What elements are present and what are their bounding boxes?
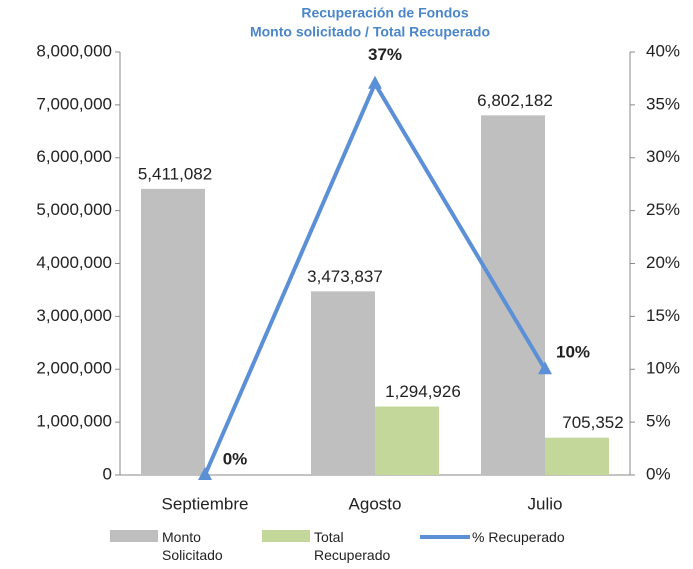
y-tick-label: 7,000,000 — [36, 94, 112, 113]
y-tick-label: 4,000,000 — [36, 253, 112, 272]
data-label: 3,473,837 — [307, 267, 383, 286]
legend-label: % Recuperado — [472, 529, 565, 545]
legend-label: Monto Solicitado — [162, 529, 223, 563]
bar — [311, 291, 375, 475]
legend-swatch — [262, 530, 310, 542]
data-label: 705,352 — [562, 413, 623, 432]
legend-label: Total Recuperado — [314, 529, 391, 563]
legend-swatch — [110, 530, 158, 542]
legend-swatch — [420, 535, 470, 539]
line-marker — [538, 361, 552, 375]
data-label: 0% — [223, 449, 248, 468]
y-tick-label: 2,000,000 — [36, 359, 112, 378]
chart-title: Recuperación de Fondos — [301, 5, 468, 21]
y-tick-label: 3,000,000 — [36, 306, 112, 325]
y2-tick-label: 10% — [646, 359, 680, 378]
x-tick-label: Julio — [528, 494, 563, 513]
bar — [141, 188, 205, 475]
y-tick-label: 5,000,000 — [36, 200, 112, 219]
y2-tick-label: 0% — [646, 464, 671, 483]
y2-tick-label: 5% — [646, 412, 671, 431]
data-label: 5,411,082 — [138, 164, 212, 183]
chart-subtitle: Monto solicitado / Total Recuperado — [250, 24, 490, 40]
y2-tick-label: 25% — [646, 200, 680, 219]
y-tick-label: 0 — [103, 464, 112, 483]
bar — [545, 437, 609, 475]
data-label: 6,802,182 — [477, 91, 553, 110]
bar — [375, 406, 439, 475]
chart: Recuperación de Fondos Monto solicitado … — [36, 5, 680, 514]
y2-tick-label: 15% — [646, 306, 680, 325]
data-label: 37% — [368, 45, 402, 64]
y-tick-label: 6,000,000 — [36, 147, 112, 166]
data-label: 10% — [556, 343, 590, 362]
y2-tick-label: 30% — [646, 147, 680, 166]
line-marker — [198, 467, 212, 480]
bar — [481, 115, 545, 475]
y2-tick-label: 40% — [646, 41, 680, 60]
line-marker — [368, 75, 382, 89]
data-label: 1,294,926 — [385, 382, 461, 401]
y-tick-label: 8,000,000 — [36, 41, 112, 60]
y-tick-label: 1,000,000 — [36, 412, 112, 431]
y2-tick-label: 35% — [646, 94, 680, 113]
x-tick-label: Septiembre — [162, 494, 249, 513]
x-tick-label: Agosto — [349, 494, 402, 513]
y2-tick-label: 20% — [646, 253, 680, 272]
